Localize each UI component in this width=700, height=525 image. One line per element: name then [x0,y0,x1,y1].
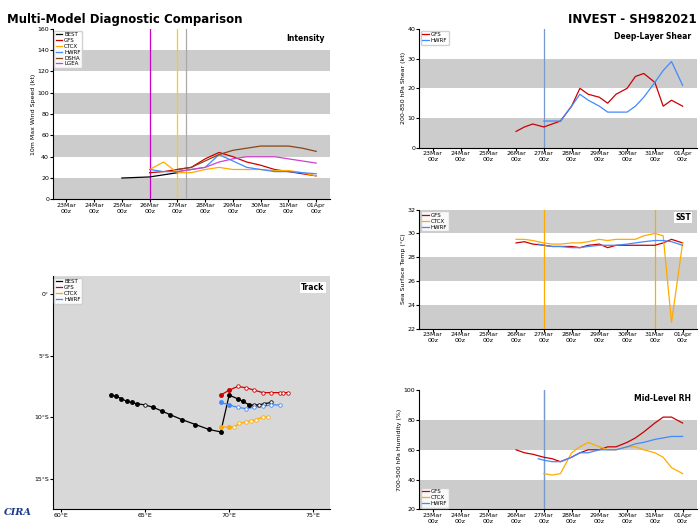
Bar [419,59,696,88]
Text: CIRA: CIRA [4,508,32,517]
Bar [52,156,330,178]
Text: Track: Track [301,283,325,292]
Bar [419,209,696,234]
Text: Multi-Model Diagnostic Comparison: Multi-Model Diagnostic Comparison [7,13,242,26]
Legend: BEST, GFS, CTCX, HWRF, DSHA, LGEA: BEST, GFS, CTCX, HWRF, DSHA, LGEA [54,30,83,68]
Bar [419,479,696,509]
Y-axis label: 200-850 hPa Shear (kt): 200-850 hPa Shear (kt) [401,52,406,124]
Bar [52,135,330,156]
Bar [419,118,696,148]
Y-axis label: Sea Surface Temp (°C): Sea Surface Temp (°C) [401,234,406,304]
Text: SST: SST [676,213,691,222]
Bar [419,29,696,59]
Legend: GFS, CTCX, HWRF: GFS, CTCX, HWRF [421,211,449,232]
Text: Mid-Level RH: Mid-Level RH [634,394,691,403]
Legend: BEST, GFS, CTCX, HWRF: BEST, GFS, CTCX, HWRF [54,278,83,303]
Y-axis label: 10m Max Wind Speed (kt): 10m Max Wind Speed (kt) [31,74,36,155]
Bar [52,71,330,93]
Legend: GFS, HWRF: GFS, HWRF [421,30,449,45]
Bar [419,88,696,118]
Bar [419,281,696,304]
Bar [52,114,330,135]
Bar [52,178,330,200]
Bar [419,304,696,329]
Bar [419,257,696,281]
Text: Deep-Layer Shear: Deep-Layer Shear [614,33,691,41]
Y-axis label: 700-500 hPa Humidity (%): 700-500 hPa Humidity (%) [398,408,402,491]
Bar [419,450,696,479]
Text: Intensity: Intensity [286,34,325,43]
Bar [419,420,696,450]
Bar [419,234,696,257]
Bar [52,93,330,114]
Legend: GFS, CTCX, HWRF: GFS, CTCX, HWRF [421,488,449,508]
Text: INVEST - SH982021: INVEST - SH982021 [568,13,696,26]
Bar [52,50,330,71]
Bar [52,29,330,50]
Bar [419,391,696,420]
